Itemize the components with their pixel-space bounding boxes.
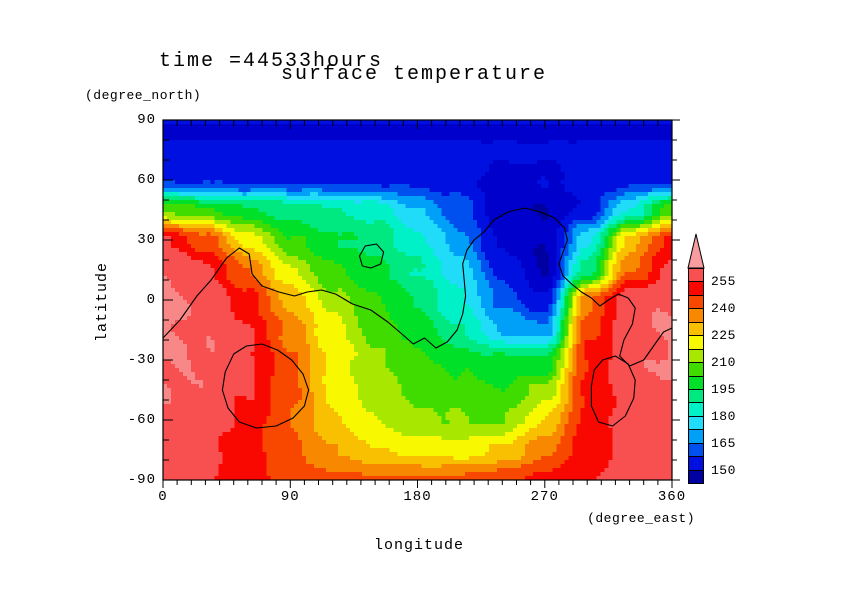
time-annotation: time =44533hours [159,50,384,73]
colorbar-cell [689,416,703,431]
colorbar-cell [689,403,703,417]
y-tick-label: -30 [127,352,156,368]
colorbar-cell [689,376,703,390]
colorbar-tick-label: 255 [711,273,736,289]
colorbar-tick-label: 240 [711,300,736,316]
plot-border [162,119,673,481]
plot-title: surface temperature [281,63,548,86]
y-tick-label: 0 [146,292,156,308]
colorbar-arrow [687,233,705,269]
colorbar-tick-label: 195 [711,381,736,397]
x-tick-label: 90 [280,489,300,505]
colorbar-cell [689,443,703,458]
colorbar-tick-label: 180 [711,408,736,424]
x-tick-label: 0 [158,489,168,505]
y-tick-label: -60 [127,412,156,428]
colorbar-tick-label: 210 [711,354,736,370]
colorbar-cell [689,322,703,337]
y-tick-label: 90 [137,112,156,128]
colorbar-cell [689,363,703,377]
colorbar-cell [689,470,703,483]
closed-contour-southwest [221,343,310,429]
temperature-contour-map [163,120,672,480]
colorbar-cell [689,336,703,350]
coastline-main [162,207,673,367]
colorbar-cell [689,430,703,444]
y-tick-label: -90 [127,472,156,488]
colorbar-cell [689,349,703,364]
colorbar-cell [689,295,703,310]
plot-frame-and-contours [162,119,680,488]
x-axis-unit: (degree_east) [587,511,695,526]
colorbar-cell [689,309,703,323]
x-tick-label: 270 [530,489,559,505]
colorbar-cell [689,389,703,404]
closed-contour-southeast [590,355,636,427]
y-tick-label: 30 [137,232,156,248]
y-tick-label: 60 [137,172,156,188]
colorbar-cell [689,457,703,471]
colorbar-cell [689,269,703,283]
colorbar-tick-label: 165 [711,435,736,451]
x-tick-label: 180 [403,489,432,505]
closed-contour-small-north [358,243,385,269]
x-tick-label: 360 [657,489,687,505]
colorbar-cell [689,282,703,296]
colorbar-tick-label: 150 [711,462,736,478]
y-axis-unit: (degree_north) [85,88,202,103]
x-axis-title: longitude [373,537,465,554]
colorbar [688,268,704,484]
colorbar-tick-label: 225 [711,327,736,343]
